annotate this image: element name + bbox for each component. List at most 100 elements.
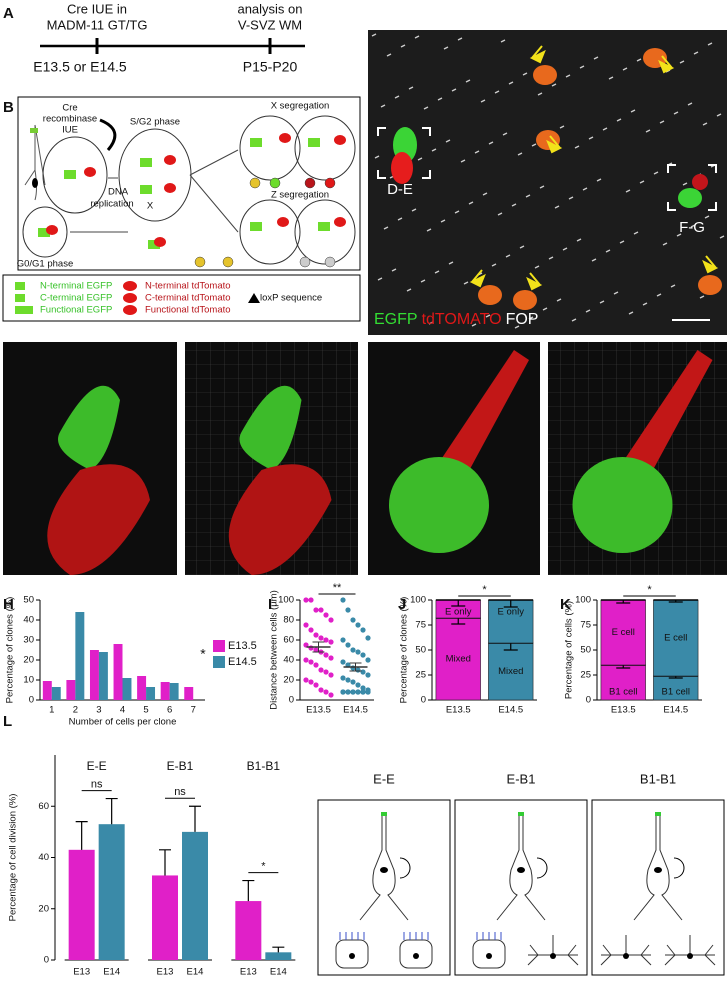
bracket bbox=[377, 127, 431, 179]
fop-speck bbox=[539, 185, 545, 189]
tdt-cell bbox=[228, 464, 332, 575]
y-tick-label: 50 bbox=[580, 645, 591, 656]
fop-speck bbox=[505, 254, 511, 258]
point bbox=[360, 669, 366, 675]
fop-speck bbox=[556, 298, 562, 302]
x-tick-label: E14.5 bbox=[343, 705, 368, 716]
legend-label: E14.5 bbox=[228, 656, 257, 668]
cell-icon bbox=[194, 256, 206, 268]
tdt-cell bbox=[391, 152, 413, 184]
bar bbox=[146, 687, 156, 700]
y-tick-label: 50 bbox=[23, 595, 34, 606]
fop-speck bbox=[465, 79, 471, 83]
y-tick-label: 20 bbox=[38, 903, 49, 914]
fop-speck bbox=[451, 88, 457, 92]
y-tick-label: 75 bbox=[415, 620, 426, 631]
tdtomato bbox=[277, 217, 289, 227]
x-tick-label: E13 bbox=[157, 967, 174, 978]
label: S/G2 phase bbox=[130, 117, 180, 128]
fop-speck bbox=[554, 205, 560, 209]
fop-speck bbox=[613, 291, 619, 295]
fop-speck bbox=[502, 132, 508, 136]
point bbox=[318, 635, 324, 641]
x-tick-label: 5 bbox=[143, 705, 148, 716]
fop-speck bbox=[440, 219, 446, 223]
tdt-cell bbox=[47, 464, 150, 575]
nucleus bbox=[623, 953, 629, 959]
label: X segregation bbox=[271, 101, 330, 112]
nucleus bbox=[517, 867, 525, 873]
label: J bbox=[398, 596, 406, 613]
legend-swatch bbox=[123, 293, 137, 303]
segment-label: Mixed bbox=[498, 666, 523, 677]
fop-speck bbox=[625, 189, 631, 193]
label: FOP bbox=[506, 311, 539, 328]
cilia bbox=[476, 932, 502, 940]
y-axis-label: Percentage of cells (%) bbox=[564, 601, 575, 699]
cilia bbox=[403, 932, 429, 940]
cell bbox=[42, 136, 108, 214]
fop-speck bbox=[593, 56, 599, 60]
point bbox=[303, 657, 309, 663]
fop-speck bbox=[676, 233, 682, 237]
point bbox=[345, 642, 351, 648]
x-tick-label: 7 bbox=[191, 705, 196, 716]
y-tick-label: 100 bbox=[410, 595, 426, 606]
fop-speck bbox=[588, 136, 594, 140]
y-tick-label: 40 bbox=[38, 852, 49, 863]
x-tick-label: E13 bbox=[240, 967, 257, 978]
fop-speck bbox=[426, 228, 432, 232]
x-tick-label: E14.5 bbox=[498, 705, 523, 716]
fop-speck bbox=[400, 44, 406, 48]
bar bbox=[98, 652, 108, 700]
legend-swatch bbox=[123, 305, 137, 315]
fop-speck bbox=[371, 33, 377, 37]
fop-speck bbox=[445, 139, 451, 143]
egfp bbox=[38, 228, 50, 237]
nucleus bbox=[550, 953, 556, 959]
point bbox=[355, 649, 361, 655]
division-arrow bbox=[536, 857, 548, 879]
fop-speck bbox=[423, 106, 429, 110]
fop-speck bbox=[645, 129, 651, 133]
label: X bbox=[147, 201, 154, 212]
point bbox=[323, 652, 329, 658]
point bbox=[303, 622, 309, 628]
x-tick-label: 3 bbox=[96, 705, 101, 716]
egfp bbox=[148, 240, 160, 249]
fop-speck bbox=[551, 83, 557, 87]
label: Cre bbox=[62, 103, 77, 114]
x-tick-label: E13.5 bbox=[306, 705, 331, 716]
cell-icon bbox=[324, 256, 336, 268]
bar bbox=[184, 687, 194, 700]
legend-swatch bbox=[15, 294, 25, 302]
fop-speck bbox=[568, 196, 574, 200]
egfp-cell bbox=[389, 457, 489, 553]
label: Cre IUE in bbox=[67, 1, 127, 16]
egfp-cell bbox=[572, 457, 673, 553]
tdtomato bbox=[279, 133, 291, 143]
fop-speck bbox=[525, 194, 531, 198]
label: Functional EGFP bbox=[40, 305, 112, 316]
schematic-frame bbox=[17, 96, 361, 271]
cell-icon bbox=[269, 177, 281, 189]
fop-speck bbox=[374, 155, 380, 159]
error-bar bbox=[668, 600, 683, 603]
error-bar bbox=[503, 600, 518, 608]
point bbox=[318, 607, 324, 613]
cell bbox=[22, 206, 68, 258]
bar bbox=[68, 849, 95, 960]
fop-speck bbox=[673, 111, 679, 115]
radial-glia bbox=[359, 815, 409, 921]
point bbox=[323, 637, 329, 643]
fop-speck bbox=[488, 141, 494, 145]
division-arrow bbox=[399, 857, 411, 879]
bar-segment bbox=[600, 599, 646, 666]
egfp bbox=[250, 138, 262, 147]
fop-speck bbox=[719, 235, 725, 239]
error-bar bbox=[668, 676, 683, 679]
bar bbox=[122, 678, 132, 700]
bar bbox=[152, 875, 178, 960]
fop-speck bbox=[659, 120, 665, 124]
fop-speck bbox=[500, 39, 506, 43]
